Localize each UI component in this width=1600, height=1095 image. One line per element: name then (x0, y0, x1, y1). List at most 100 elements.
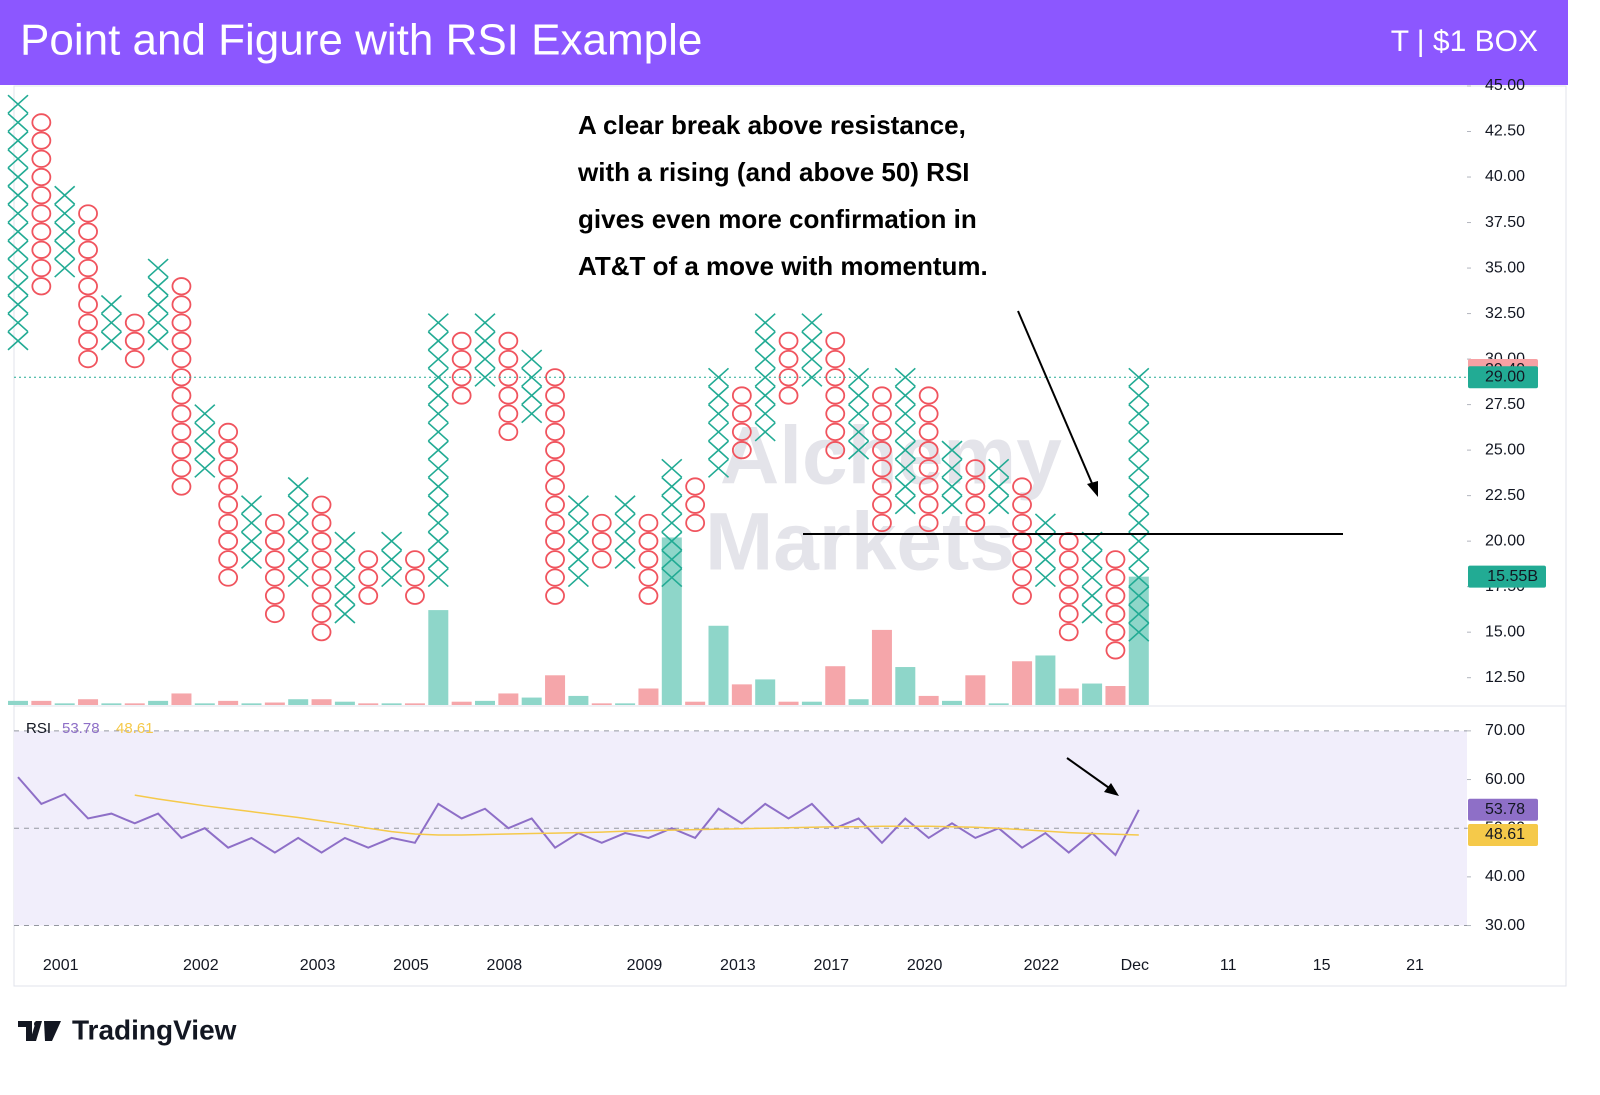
x-box (240, 513, 263, 533)
x-box (427, 440, 449, 460)
o-box (31, 113, 52, 132)
x-box (894, 476, 916, 497)
o-box (218, 568, 239, 587)
x-box (567, 513, 589, 533)
volume-label: 15.55B (1487, 568, 1538, 585)
volume-bar (1082, 683, 1103, 705)
y-tick-label: 32.50 (1485, 305, 1525, 322)
arrow-head (1104, 783, 1119, 796)
x-box (661, 531, 683, 551)
o-column (451, 331, 472, 405)
x-box (661, 476, 683, 497)
x-box (707, 404, 730, 424)
o-column (358, 550, 379, 605)
o-box (545, 513, 565, 533)
volume-bar (661, 537, 682, 705)
x-column (988, 458, 1010, 515)
x-column (707, 367, 730, 478)
o-box (1012, 495, 1032, 514)
x-box (287, 531, 309, 551)
x-box (801, 313, 823, 333)
x-box (1128, 440, 1150, 460)
annotation: gives even more confirmation in (578, 204, 977, 234)
volume-bar (78, 699, 99, 705)
x-box (7, 258, 29, 278)
x-box (1034, 567, 1056, 588)
o-box (685, 477, 706, 496)
o-box (545, 586, 565, 605)
o-box (498, 386, 519, 405)
x-box (381, 549, 403, 569)
o-box (124, 313, 145, 332)
x-box (147, 313, 169, 333)
x-box (754, 349, 776, 369)
o-box (498, 331, 519, 350)
volume-bar (498, 693, 519, 705)
o-box (218, 422, 239, 442)
o-box (31, 240, 52, 259)
x-box (1128, 422, 1150, 442)
o-box (264, 513, 285, 533)
o-box (311, 513, 332, 533)
x-column (614, 495, 636, 569)
volume-bar (568, 695, 589, 705)
o-box (825, 331, 846, 350)
x-column (1128, 367, 1150, 642)
o-box (171, 404, 192, 423)
x-tick-label: 11 (1220, 957, 1237, 974)
o-box (171, 331, 192, 350)
x-column (427, 313, 449, 588)
volume-bar (54, 703, 75, 705)
o-box (218, 495, 239, 514)
x-box (7, 203, 29, 224)
x-box (474, 349, 496, 369)
x-box (801, 349, 823, 369)
y-tick-label: 60.00 (1485, 771, 1525, 788)
x-box (427, 567, 449, 588)
x-box (474, 331, 496, 351)
y-tick-label: 37.50 (1485, 214, 1525, 231)
volume-bar (428, 610, 449, 705)
volume-bar (871, 629, 892, 705)
o-box (918, 459, 939, 478)
x-column (147, 258, 169, 351)
x-box (7, 276, 29, 296)
o-box (1058, 623, 1079, 642)
y-tick-label: 35.00 (1485, 259, 1525, 276)
o-box (1105, 641, 1126, 660)
x-column (661, 458, 683, 588)
o-box (78, 222, 98, 241)
o-box (1058, 550, 1079, 569)
x-tick-label: 2017 (813, 957, 849, 974)
x-box (147, 331, 169, 351)
o-box (31, 277, 52, 296)
volume-bar (475, 700, 495, 705)
x-box (100, 313, 122, 333)
o-box (545, 404, 565, 423)
o-box (171, 277, 192, 296)
x-box (7, 94, 29, 114)
x-box (848, 367, 870, 387)
x-box (988, 495, 1010, 515)
o-box (918, 386, 939, 405)
x-box (614, 531, 636, 551)
o-box (498, 404, 519, 423)
x-box (194, 404, 216, 424)
o-box (311, 495, 332, 514)
x-column (521, 349, 543, 424)
x-box (334, 531, 356, 551)
x-box (427, 476, 449, 497)
symbol-label: T | $1 BOX (1391, 25, 1538, 58)
o-box (638, 550, 659, 569)
o-box (1058, 604, 1079, 624)
arrow (1066, 757, 1113, 791)
x-box (521, 367, 543, 387)
x-box (7, 222, 29, 242)
o-column (264, 513, 285, 624)
x-box (194, 458, 216, 478)
volume-bar (241, 703, 262, 705)
o-box (171, 441, 192, 460)
volume-bar (801, 701, 822, 705)
o-box (451, 349, 472, 369)
o-box (545, 459, 565, 478)
